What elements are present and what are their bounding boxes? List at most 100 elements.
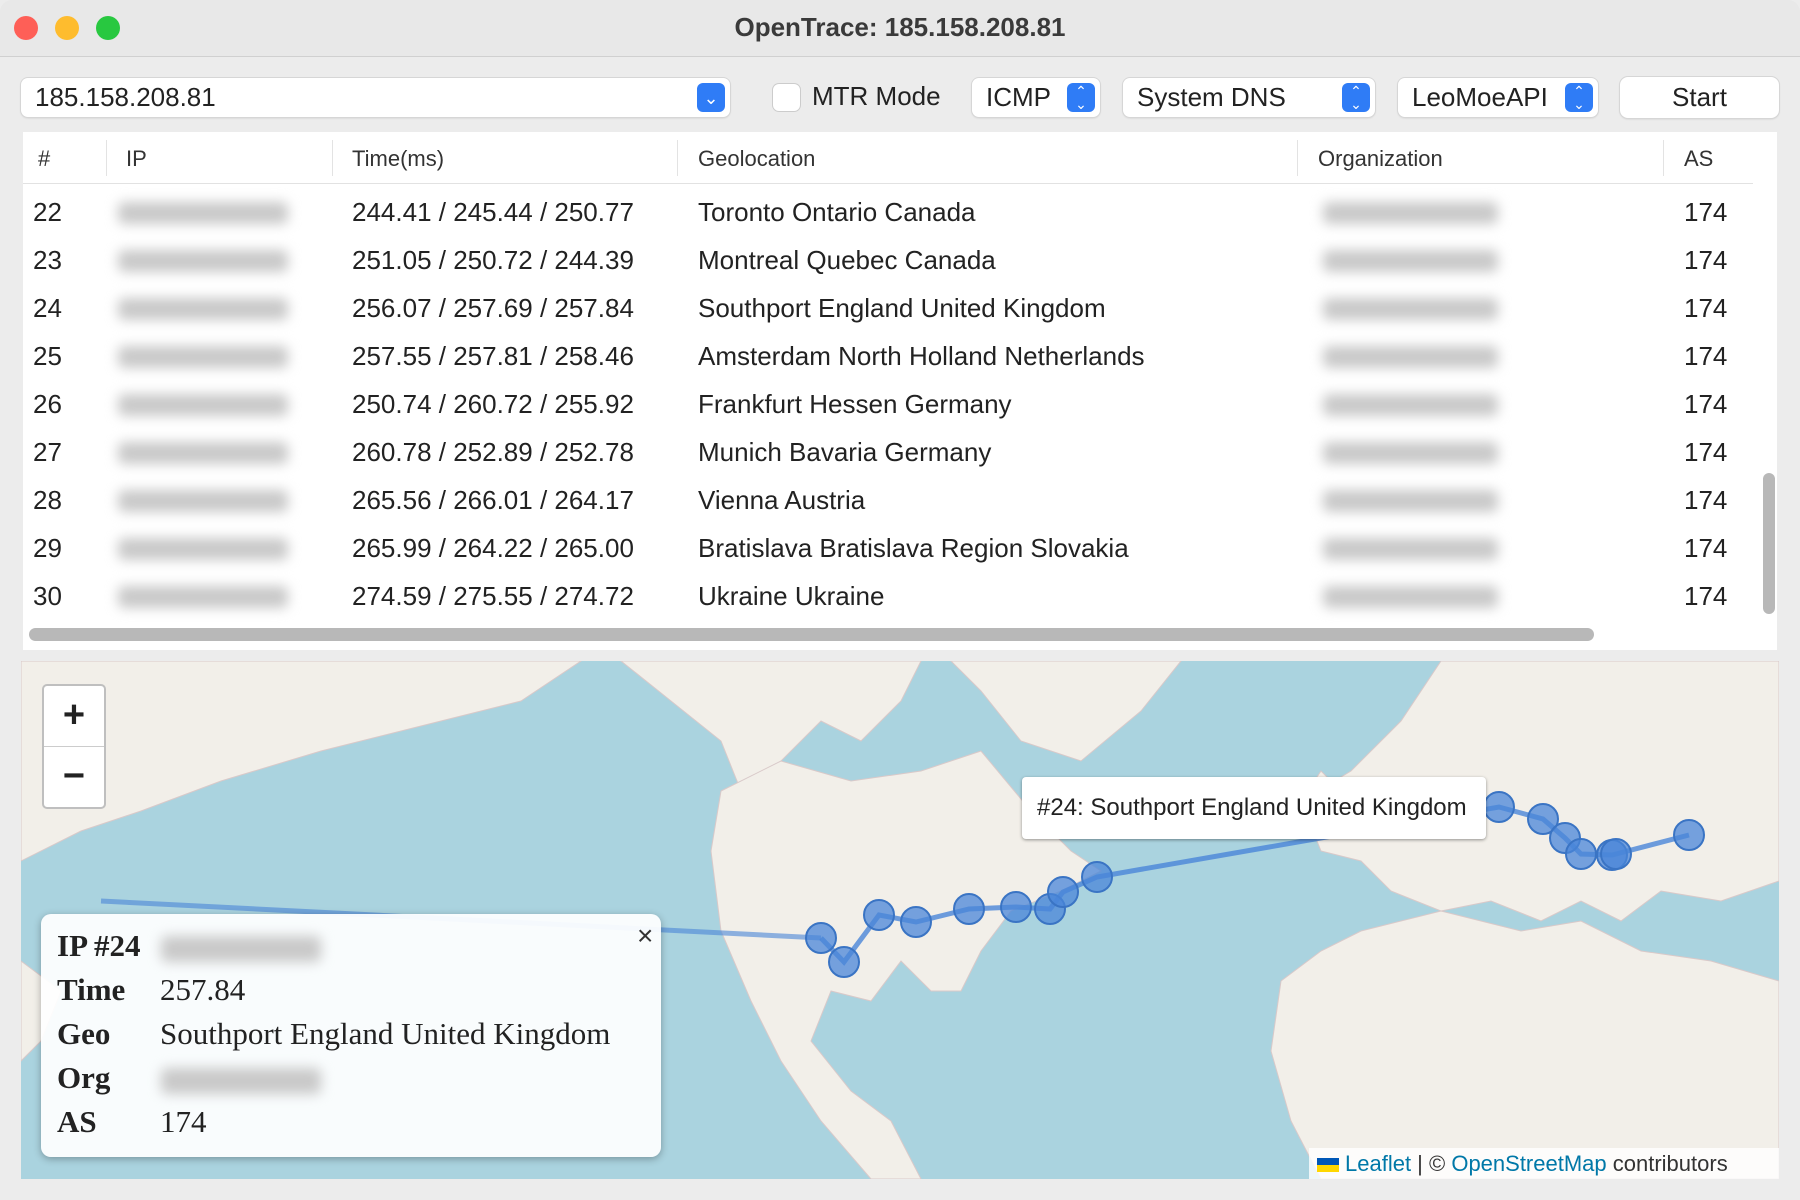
hop-number: 30: [33, 581, 62, 611]
hop-tooltip: #24: Southport England United Kingdom: [1022, 777, 1486, 839]
hop-time: 251.05 / 250.72 / 244.39: [352, 245, 634, 275]
hop-time: 265.56 / 266.01 / 264.17: [352, 485, 634, 515]
window-title: OpenTrace: 185.158.208.81: [734, 12, 1066, 42]
hop-number: 25: [33, 341, 62, 371]
hop-as: 174: [1684, 533, 1728, 563]
column-header-ip[interactable]: IP: [126, 146, 147, 171]
osm-link[interactable]: OpenStreetMap: [1451, 1151, 1607, 1176]
popup-as-label: AS: [57, 1104, 97, 1139]
close-popup-button[interactable]: ×: [637, 920, 654, 951]
popup-ip-label: IP #24: [57, 928, 141, 963]
redacted-ip: [118, 586, 288, 608]
hop-marker[interactable]: [1673, 819, 1705, 851]
hop-geolocation: Frankfurt Hessen Germany: [698, 389, 1012, 419]
hop-as: 174: [1684, 245, 1728, 275]
table-row[interactable]: 23 251.05 / 250.72 / 244.39 Montreal Que…: [23, 236, 1753, 284]
column-header-time[interactable]: Time(ms): [352, 146, 445, 171]
hop-marker[interactable]: [805, 922, 837, 954]
popup-as-value: 174: [160, 1104, 207, 1139]
hop-marker[interactable]: [1600, 838, 1632, 870]
hop-geolocation: Ukraine Ukraine: [698, 581, 885, 611]
redacted-organization: [1323, 250, 1498, 272]
hops-table: # IP Time(ms) Geolocation Organization A…: [23, 132, 1777, 650]
popup-time-label: Time: [57, 972, 126, 1007]
hop-geolocation: Amsterdam North Holland Netherlands: [698, 341, 1145, 371]
hop-time: 265.99 / 264.22 / 265.00: [352, 533, 634, 563]
hop-number: 26: [33, 389, 62, 419]
hop-as: 174: [1684, 389, 1728, 419]
hop-marker[interactable]: [1081, 861, 1113, 893]
table-row[interactable]: 30 274.59 / 275.55 / 274.72 Ukraine Ukra…: [23, 572, 1753, 620]
leaflet-link[interactable]: Leaflet: [1345, 1151, 1412, 1176]
map-view[interactable]: + − #24: Southport England United Kingdo…: [21, 661, 1779, 1179]
target-input[interactable]: 185.158.208.81: [35, 82, 216, 112]
redacted-ip: [118, 442, 288, 464]
hop-number: 24: [33, 293, 62, 323]
zoom-control: + −: [42, 684, 106, 809]
redacted-ip: [118, 346, 288, 368]
hop-marker[interactable]: [1047, 876, 1079, 908]
column-header-organization[interactable]: Organization: [1318, 146, 1443, 171]
column-header-as[interactable]: AS: [1684, 146, 1714, 171]
hop-marker[interactable]: [1000, 891, 1032, 923]
hop-as: 174: [1684, 581, 1728, 611]
horizontal-scrollbar[interactable]: [29, 628, 1594, 641]
redacted-organization: [1323, 586, 1498, 608]
table-row[interactable]: 22 244.41 / 245.44 / 250.77 Toronto Onta…: [23, 188, 1753, 236]
api-value: LeoMoeAPI: [1412, 82, 1548, 112]
minimize-window-button[interactable]: [55, 16, 79, 40]
table-row[interactable]: 24 256.07 / 257.69 / 257.84 Southport En…: [23, 284, 1753, 332]
zoom-out-button[interactable]: −: [62, 755, 86, 797]
hop-marker[interactable]: [1527, 803, 1559, 835]
redacted-ip: [118, 202, 288, 224]
hop-geolocation: Munich Bavaria Germany: [698, 437, 992, 467]
api-select[interactable]: LeoMoeAPI ⌃ ⌄: [1398, 78, 1598, 117]
table-row[interactable]: 26 250.74 / 260.72 / 255.92 Frankfurt He…: [23, 380, 1753, 428]
redacted-ip: [161, 936, 321, 962]
mtr-mode-label: MTR Mode: [812, 81, 941, 111]
protocol-select[interactable]: ICMP ⌃ ⌄: [972, 78, 1100, 117]
zoom-in-button[interactable]: +: [44, 686, 104, 747]
zoom-window-button[interactable]: [96, 16, 120, 40]
mtr-mode-checkbox[interactable]: [773, 84, 800, 111]
hop-marker[interactable]: [863, 899, 895, 931]
hop-marker[interactable]: [828, 946, 860, 978]
close-window-button[interactable]: [14, 16, 38, 40]
hop-time: 260.78 / 252.89 / 252.78: [352, 437, 634, 467]
stepper-icon: ⌃ ⌄: [1342, 83, 1370, 112]
hop-marker[interactable]: [1565, 838, 1597, 870]
hop-geolocation: Montreal Quebec Canada: [698, 245, 996, 275]
hop-number: 27: [33, 437, 62, 467]
table-row[interactable]: 27 260.78 / 252.89 / 252.78 Munich Bavar…: [23, 428, 1753, 476]
column-header-geolocation[interactable]: Geolocation: [698, 146, 816, 171]
dns-select[interactable]: System DNS ⌃ ⌄: [1123, 78, 1375, 117]
chevron-down-icon[interactable]: ⌄: [697, 83, 725, 112]
hop-marker[interactable]: [953, 893, 985, 925]
hop-geolocation: Vienna Austria: [698, 485, 866, 515]
hop-geolocation: Toronto Ontario Canada: [698, 197, 976, 227]
hop-as: 174: [1684, 197, 1728, 227]
redacted-org: [161, 1068, 321, 1094]
table-row[interactable]: 28 265.56 / 266.01 / 264.17 Vienna Austr…: [23, 476, 1753, 524]
hop-number: 22: [33, 197, 62, 227]
hop-as: 174: [1684, 341, 1728, 371]
hop-number: 29: [33, 533, 62, 563]
ukraine-flag-icon: [1317, 1158, 1339, 1173]
hop-marker[interactable]: [1483, 791, 1515, 823]
start-button[interactable]: Start: [1620, 77, 1779, 118]
target-combobox[interactable]: 185.158.208.81 ⌄: [21, 78, 730, 117]
hop-popup: × IP #24 Time 257.84 Geo Southport Engla…: [41, 914, 661, 1157]
hop-geolocation: Bratislava Bratislava Region Slovakia: [698, 533, 1129, 563]
hop-time: 244.41 / 245.44 / 250.77: [352, 197, 634, 227]
hop-time: 256.07 / 257.69 / 257.84: [352, 293, 634, 323]
attribution-separator: | ©: [1411, 1151, 1452, 1176]
vertical-scrollbar[interactable]: [1763, 473, 1775, 614]
hop-as: 174: [1684, 437, 1728, 467]
redacted-organization: [1323, 202, 1498, 224]
table-row[interactable]: 25 257.55 / 257.81 / 258.46 Amsterdam No…: [23, 332, 1753, 380]
protocol-value: ICMP: [986, 82, 1051, 112]
column-header-hop[interactable]: #: [38, 146, 51, 171]
hop-marker[interactable]: [900, 906, 932, 938]
table-row[interactable]: 29 265.99 / 264.22 / 265.00 Bratislava B…: [23, 524, 1753, 572]
